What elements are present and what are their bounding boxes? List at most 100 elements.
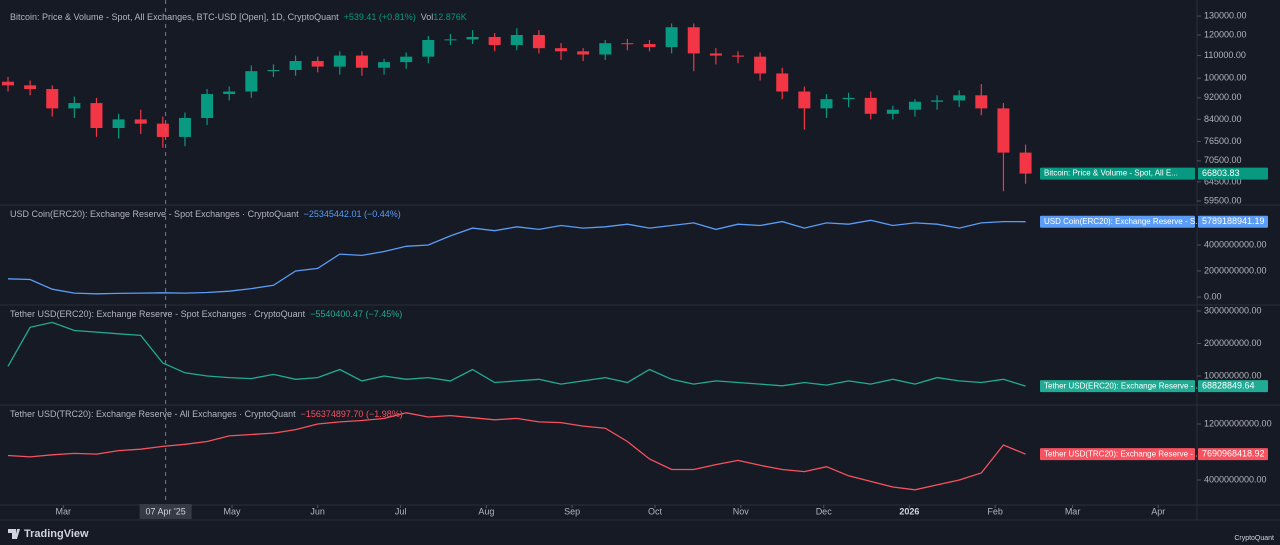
y-tick-label: 4000000000.00 xyxy=(1204,239,1267,249)
pane-title: Tether USD(TRC20): Exchange Reserve - Al… xyxy=(10,409,296,419)
series-badge-bg xyxy=(1040,215,1195,228)
y-tick-label: 300000000.00 xyxy=(1204,305,1262,315)
y-tick-label: 100000000.00 xyxy=(1204,370,1262,380)
candle-body xyxy=(532,34,545,49)
pane-header: USD Coin(ERC20): Exchange Reserve - Spot… xyxy=(10,209,401,219)
pane: 100000000.00 200000000.00 300000000.00 Teth… xyxy=(7,305,1268,393)
candle-body xyxy=(90,103,103,128)
candle-body xyxy=(842,97,855,100)
candle-body xyxy=(400,56,413,63)
x-tick-label: Jul xyxy=(395,506,407,516)
y-tick-label: 110000.00 xyxy=(1204,50,1246,60)
pane-header: Tether USD(TRC20): Exchange Reserve - Al… xyxy=(10,409,403,419)
last-value-bg xyxy=(1198,380,1268,393)
candle-body xyxy=(24,85,37,90)
candle-body xyxy=(886,109,899,114)
candle-body xyxy=(466,36,479,40)
y-tick-label: 2000000000.00 xyxy=(1204,265,1267,275)
last-value: 5789188941.19 xyxy=(1202,216,1265,226)
candle-body xyxy=(820,99,833,109)
y-tick-label: 70500.00 xyxy=(1204,155,1242,165)
candle-body xyxy=(776,73,789,92)
y-tick-label: 64500.00 xyxy=(1204,176,1242,186)
candle-body xyxy=(931,100,944,102)
y-tick-label: 100000.00 xyxy=(1204,73,1247,83)
x-tick-label: Dec xyxy=(816,506,833,516)
pane-change: −5540400.47 (−7.45%) xyxy=(310,309,402,319)
x-tick-label: Nov xyxy=(733,506,750,516)
candle-body xyxy=(2,81,14,86)
candle-body xyxy=(665,27,678,48)
tradingview-logo xyxy=(8,529,20,539)
candle-body xyxy=(798,91,811,109)
x-tick-label: Jun xyxy=(310,506,325,516)
candle-body xyxy=(311,61,324,67)
series-badge-bg xyxy=(1040,380,1195,393)
y-tick-label: 76500.00 xyxy=(1204,136,1242,146)
candle-body xyxy=(577,51,590,55)
candle-body xyxy=(908,101,921,110)
y-tick-label: 92000.00 xyxy=(1204,92,1242,102)
candle-body xyxy=(245,71,258,92)
last-value-bg xyxy=(1198,215,1268,228)
volume-label: Vol xyxy=(421,12,434,22)
volume-value: 12.876K xyxy=(433,12,467,22)
pane-change: −25345442.01 (−0.44%) xyxy=(304,209,401,219)
x-tick-label: Sep xyxy=(564,506,580,516)
candle-body xyxy=(267,69,280,72)
x-tick-label: Feb xyxy=(987,506,1003,516)
x-tick-label: Aug xyxy=(478,506,494,516)
y-tick-label: 12000000000.00 xyxy=(1204,418,1272,428)
candle-body xyxy=(709,53,722,56)
last-value: 66803.83 xyxy=(1202,168,1240,178)
candle-body xyxy=(68,103,81,109)
crosshair-label-bg xyxy=(139,504,192,519)
pane-change: −156374897.70 (−1.98%) xyxy=(301,409,403,419)
x-tick-label: Apr xyxy=(1151,506,1165,516)
pane-title: USD Coin(ERC20): Exchange Reserve - Spot… xyxy=(10,209,299,219)
last-value: 7690968418.92 xyxy=(1202,449,1265,459)
y-tick-label: 59500.00 xyxy=(1204,195,1242,205)
candle-body xyxy=(621,43,634,45)
candle-body xyxy=(599,43,612,55)
candle-body xyxy=(289,61,302,70)
candle-body xyxy=(975,95,988,109)
candle-body xyxy=(223,91,236,95)
pane-title: Tether USD(ERC20): Exchange Reserve - Sp… xyxy=(10,309,306,319)
pane-header: Bitcoin: Price & Volume - Spot, All Exch… xyxy=(10,12,467,22)
crosshair-label: 07 Apr '25 xyxy=(145,506,185,516)
x-tick-label: May xyxy=(223,506,241,516)
candle-body xyxy=(555,48,568,52)
pane: 0.00 2000000000.00 4000000000.00 USD Coin(E… xyxy=(7,209,1268,301)
y-tick-label: 130000.00 xyxy=(1204,10,1247,20)
x-tick-label: Mar xyxy=(56,506,72,516)
last-value-bg xyxy=(1198,448,1268,461)
y-tick-label: 0.00 xyxy=(1204,291,1222,301)
candle-body xyxy=(355,55,368,68)
candle-body xyxy=(112,119,125,128)
brand: TradingView xyxy=(24,528,89,540)
series-badge: Bitcoin: Price & Volume - Spot, All E... xyxy=(1044,169,1178,178)
candle-body xyxy=(444,39,457,41)
y-tick-label: 4000000000.00 xyxy=(1204,474,1267,484)
candle-body xyxy=(134,119,147,124)
credit: CryptoQuant xyxy=(1234,535,1274,542)
candle-body xyxy=(754,56,767,74)
candle-body xyxy=(488,36,501,46)
pane-change: +539.41 (+0.81%) xyxy=(344,12,416,22)
series-badge: Tether USD(ERC20): Exchange Reserve - ..… xyxy=(1044,381,1202,390)
candle-body xyxy=(510,34,523,46)
series-badge: Tether USD(TRC20): Exchange Reserve - ..… xyxy=(1044,449,1202,458)
candle-body xyxy=(46,89,59,109)
x-tick-label: Mar xyxy=(1065,506,1081,516)
candle-body xyxy=(201,94,214,118)
candle-body xyxy=(997,108,1010,153)
candle-body xyxy=(422,39,435,57)
candle-body xyxy=(156,123,169,137)
series-line xyxy=(7,321,1026,387)
pane: 130000.00 120000.00 110000.00 100000.00 9200… xyxy=(2,10,1268,205)
candle-body xyxy=(687,27,700,54)
